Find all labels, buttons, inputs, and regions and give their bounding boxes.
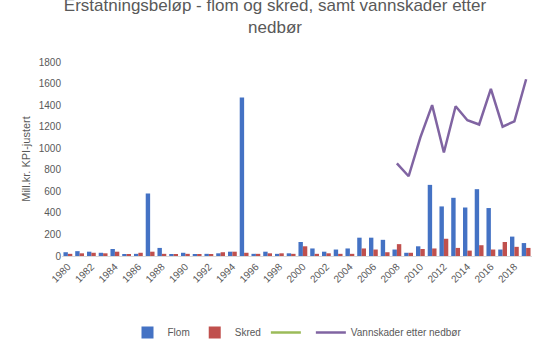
svg-text:1400: 1400 xyxy=(39,100,62,111)
svg-text:Erstatningsbeløp - flom og skr: Erstatningsbeløp - flom og skred, samt v… xyxy=(64,0,487,37)
svg-text:2004: 2004 xyxy=(331,261,355,285)
svg-text:2000: 2000 xyxy=(284,261,308,285)
svg-text:1980: 1980 xyxy=(49,261,73,285)
svg-text:1998: 1998 xyxy=(261,261,285,285)
svg-text:600: 600 xyxy=(44,186,61,197)
svg-text:400: 400 xyxy=(44,207,61,218)
svg-text:1984: 1984 xyxy=(96,261,120,285)
svg-text:1996: 1996 xyxy=(237,261,261,285)
svg-text:Mill.kr. KPI-justert: Mill.kr. KPI-justert xyxy=(20,116,32,202)
svg-text:2018: 2018 xyxy=(496,261,520,285)
svg-text:200: 200 xyxy=(44,229,61,240)
svg-text:1992: 1992 xyxy=(190,261,214,285)
svg-text:2012: 2012 xyxy=(425,261,449,285)
svg-text:1200: 1200 xyxy=(39,121,62,132)
svg-text:1800: 1800 xyxy=(39,57,62,68)
svg-text:1000: 1000 xyxy=(39,143,62,154)
svg-text:2006: 2006 xyxy=(355,261,379,285)
svg-text:2002: 2002 xyxy=(308,261,332,285)
svg-text:1982: 1982 xyxy=(73,261,97,285)
svg-text:1986: 1986 xyxy=(120,261,144,285)
svg-text:2014: 2014 xyxy=(449,261,473,285)
svg-text:Skred: Skred xyxy=(235,327,261,338)
svg-text:2010: 2010 xyxy=(402,261,426,285)
svg-text:1600: 1600 xyxy=(39,78,62,89)
svg-text:1990: 1990 xyxy=(167,261,191,285)
svg-text:1988: 1988 xyxy=(143,261,167,285)
svg-text:0: 0 xyxy=(55,251,61,262)
svg-text:2008: 2008 xyxy=(378,261,402,285)
svg-text:800: 800 xyxy=(44,164,61,175)
svg-text:Vannskader etter nedbør: Vannskader etter nedbør xyxy=(351,327,462,338)
svg-text:1994: 1994 xyxy=(214,261,238,285)
svg-text:Flom: Flom xyxy=(168,327,190,338)
svg-text:2016: 2016 xyxy=(472,261,496,285)
